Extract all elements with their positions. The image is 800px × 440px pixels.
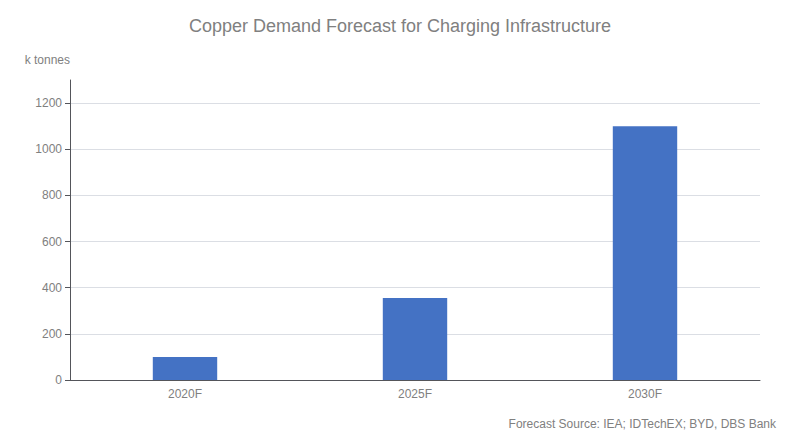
svg-text:1200: 1200 — [35, 96, 62, 110]
svg-text:1000: 1000 — [35, 142, 62, 156]
svg-text:200: 200 — [42, 327, 62, 341]
svg-text:800: 800 — [42, 188, 62, 202]
svg-text:600: 600 — [42, 235, 62, 249]
svg-text:0: 0 — [55, 373, 62, 387]
svg-text:2020F: 2020F — [168, 387, 202, 401]
svg-text:2025F: 2025F — [398, 387, 432, 401]
svg-text:Copper Demand Forecast for Cha: Copper Demand Forecast for Charging Infr… — [189, 16, 611, 36]
svg-text:400: 400 — [42, 281, 62, 295]
svg-text:2030F: 2030F — [628, 387, 662, 401]
svg-text:k tonnes: k tonnes — [25, 53, 70, 67]
svg-text:Forecast Source: IEA; IDTechEX: Forecast Source: IEA; IDTechEX; BYD, DBS… — [509, 417, 777, 431]
